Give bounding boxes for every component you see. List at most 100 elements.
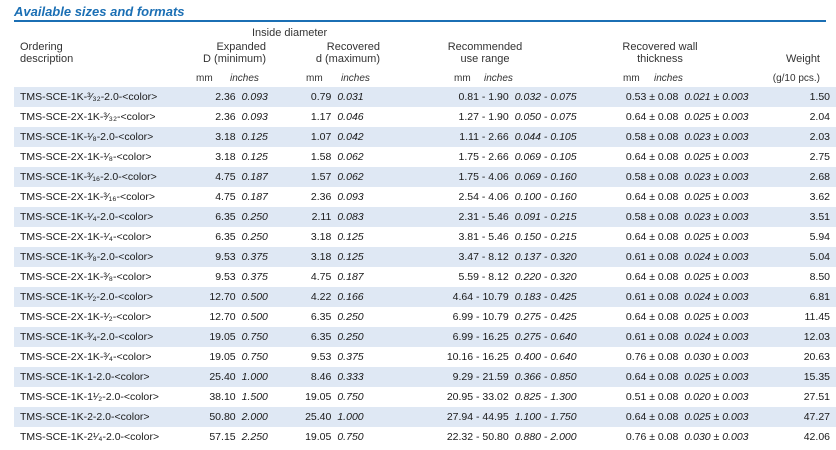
cell-wall-mm: 0.64 ± 0.08 <box>625 191 679 203</box>
cell-wall-inches: 0.024 ± 0.003 <box>678 327 779 347</box>
cell-recovered-mm: 3.18 <box>291 247 332 267</box>
cell-range-inches: 0.825 - 1.300 <box>514 391 577 403</box>
cell-ordering-description: TMS-SCE-1K-³⁄₃₂-2.0-<color> <box>14 87 200 107</box>
cell-wall-mm: 0.64 ± 0.08 <box>625 231 679 243</box>
cell-wall-inches: 0.023 ± 0.003 <box>678 127 779 147</box>
cell-ordering-description: TMS-SCE-1K-¹⁄₈-2.0-<color> <box>14 127 200 147</box>
cell-recovered-mm: 1.57 <box>291 167 332 187</box>
cell-recovered-mm: 1.17 <box>310 111 332 123</box>
table-row: TMS-SCE-1K-¹⁄₂-2.0-<color> 12.70 0.500 4.22… <box>14 287 836 307</box>
table-row: TMS-SCE-2X-1K-³⁄₃₂-<color> 2.36 0.093 1.17 0… <box>14 107 836 127</box>
header-recovered-1: Recovered <box>326 41 380 53</box>
cell-expanded-mm: 4.75 <box>215 191 236 203</box>
table-row: TMS-SCE-2X-1K-¹⁄₈-<color> 3.18 0.125 1.58 0.… <box>14 147 836 167</box>
cell-ordering-description: TMS-SCE-1K-¹⁄₂-2.0-<color> <box>14 287 200 307</box>
cell-range-inches: 0.091 - 0.215 <box>508 207 599 227</box>
cell-wall-mm: 0.58 ± 0.08 <box>598 127 679 147</box>
cell-recovered-mm: 6.35 <box>310 311 332 323</box>
header-expanded-2: D (minimum) <box>203 53 266 65</box>
cell-ordering-description: TMS-SCE-2X-1K-³⁄₈-<color> <box>20 271 152 283</box>
cell-weight: 12.03 <box>778 327 836 347</box>
cell-expanded-mm: 6.35 <box>215 231 236 243</box>
cell-range-mm: 6.99 - 16.25 <box>399 327 509 347</box>
cell-wall-mm: 0.61 ± 0.08 <box>598 327 679 347</box>
cell-weight: 5.04 <box>778 247 836 267</box>
header-expanded-1: Expanded <box>216 41 266 53</box>
cell-wall-inches: 0.025 ± 0.003 <box>684 311 749 323</box>
cell-weight: 42.06 <box>803 431 830 443</box>
cell-wall-inches: 0.025 ± 0.003 <box>684 231 749 243</box>
cell-recovered-inches: 0.083 <box>331 207 400 227</box>
cell-expanded-inches: 0.375 <box>241 271 268 283</box>
cell-range-inches: 0.880 - 2.000 <box>514 431 577 443</box>
cell-expanded-mm: 2.36 <box>199 87 236 107</box>
header-recovered-2: d (maximum) <box>315 53 380 65</box>
cell-expanded-inches: 0.125 <box>241 151 268 163</box>
cell-expanded-inches: 0.125 <box>235 127 292 147</box>
cell-ordering-description: TMS-SCE-2X-1K-³⁄₃₂-<color> <box>20 111 156 123</box>
cell-range-inches: 0.044 - 0.105 <box>508 127 599 147</box>
cell-recovered-inches: 0.750 <box>337 431 364 443</box>
table-row: TMS-SCE-1K-1-2.0-<color> 25.40 1.000 8.46 0.… <box>14 367 836 387</box>
cell-recovered-mm: 3.18 <box>310 231 332 243</box>
header-recommended-1: Recommended <box>447 41 523 53</box>
table-row: TMS-SCE-1K-³⁄₁₆-2.0-<color> 4.75 0.187 1.57… <box>14 167 836 187</box>
cell-expanded-inches: 1.000 <box>235 367 292 387</box>
cell-expanded-mm: 50.80 <box>199 407 236 427</box>
unit-expanded-mm: mm <box>196 73 213 84</box>
cell-range-inches: 0.275 - 0.640 <box>508 327 599 347</box>
cell-ordering-description: TMS-SCE-2X-1K-¹⁄₈-<color> <box>20 151 152 163</box>
cell-weight: 8.50 <box>809 271 830 283</box>
cell-ordering-description: TMS-SCE-1K-¹⁄₄-2.0-<color> <box>14 207 200 227</box>
cell-range-mm: 4.64 - 10.79 <box>399 287 509 307</box>
cell-expanded-inches: 0.750 <box>241 351 268 363</box>
cell-expanded-inches: 0.250 <box>241 231 268 243</box>
sizes-table: TMS-SCE-1K-³⁄₃₂-2.0-<color> 2.36 0.093 0.79… <box>14 87 836 447</box>
cell-recovered-inches: 0.187 <box>337 271 364 283</box>
table-row: TMS-SCE-1K-2-2.0-<color> 50.80 2.000 25.40 1… <box>14 407 836 427</box>
cell-recovered-inches: 0.093 <box>337 191 364 203</box>
cell-weight: 6.81 <box>778 287 836 307</box>
cell-weight: 2.75 <box>809 151 830 163</box>
cell-weight: 1.50 <box>778 87 836 107</box>
cell-ordering-description: TMS-SCE-1K-2¹⁄₄-2.0-<color> <box>20 431 160 443</box>
cell-wall-inches: 0.024 ± 0.003 <box>678 247 779 267</box>
cell-wall-mm: 0.64 ± 0.08 <box>625 311 679 323</box>
cell-wall-mm: 0.64 ± 0.08 <box>625 151 679 163</box>
cell-recovered-inches: 0.125 <box>337 231 364 243</box>
cell-wall-mm: 0.64 ± 0.08 <box>625 271 679 283</box>
cell-wall-mm: 0.64 ± 0.08 <box>625 111 679 123</box>
table-row: TMS-SCE-2X-1K-¹⁄₂-<color> 12.70 0.500 6.35 0… <box>14 307 836 327</box>
header-wall-2: thickness <box>637 53 683 65</box>
cell-range-inches: 0.050 - 0.075 <box>514 111 577 123</box>
cell-expanded-mm: 9.53 <box>215 271 236 283</box>
cell-wall-mm: 0.53 ± 0.08 <box>598 87 679 107</box>
cell-range-mm: 5.59 - 8.12 <box>458 271 509 283</box>
cell-range-mm: 9.29 - 21.59 <box>399 367 509 387</box>
cell-expanded-mm: 4.75 <box>199 167 236 187</box>
cell-expanded-mm: 9.53 <box>199 247 236 267</box>
cell-range-mm: 1.75 - 2.66 <box>458 151 509 163</box>
cell-expanded-mm: 25.40 <box>199 367 236 387</box>
cell-range-inches: 0.069 - 0.105 <box>514 151 577 163</box>
unit-recovered-inches: inches <box>341 73 370 84</box>
cell-wall-inches: 0.025 ± 0.003 <box>684 111 749 123</box>
cell-wall-inches: 0.025 ± 0.003 <box>684 191 749 203</box>
cell-recovered-mm: 1.58 <box>310 151 332 163</box>
header-recommended-2: use range <box>460 53 510 65</box>
cell-expanded-mm: 57.15 <box>209 431 236 443</box>
table-row: TMS-SCE-2X-1K-³⁄₈-<color> 9.53 0.375 4.75 0.… <box>14 267 836 287</box>
cell-recovered-mm: 0.79 <box>291 87 332 107</box>
cell-recovered-mm: 4.22 <box>291 287 332 307</box>
cell-range-mm: 0.81 - 1.90 <box>399 87 509 107</box>
cell-recovered-inches: 0.333 <box>331 367 400 387</box>
cell-ordering-description: TMS-SCE-2X-1K-¹⁄₄-<color> <box>20 231 152 243</box>
cell-wall-mm: 0.64 ± 0.08 <box>598 367 679 387</box>
cell-range-inches: 0.400 - 0.640 <box>514 351 577 363</box>
cell-wall-inches: 0.023 ± 0.003 <box>678 207 779 227</box>
cell-expanded-inches: 0.250 <box>235 207 292 227</box>
cell-expanded-inches: 0.187 <box>241 191 268 203</box>
cell-wall-mm: 0.61 ± 0.08 <box>598 247 679 267</box>
cell-weight: 27.51 <box>803 391 830 403</box>
